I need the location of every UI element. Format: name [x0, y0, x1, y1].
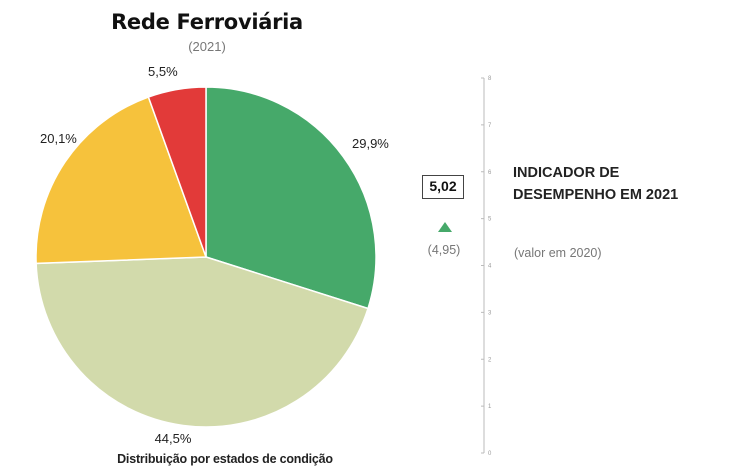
- triangle-up-icon: [438, 222, 452, 232]
- pie-slice: [205, 86, 377, 310]
- slice-label: 5,5%: [148, 64, 178, 79]
- scale-tick-label: 5: [488, 217, 492, 223]
- chart-caption: Distribuição por estados de condição: [117, 452, 333, 466]
- chart-title: Rede Ferroviária: [111, 10, 303, 34]
- slice-label: 44,5%: [155, 431, 192, 446]
- scale-tick-label: 4: [488, 264, 492, 270]
- scale-tick-label: 0: [488, 451, 492, 457]
- scale-tick-label: 1: [488, 404, 492, 410]
- slice-label: 20,1%: [40, 131, 77, 146]
- indicator-title-line1: INDICADOR DE: [513, 165, 620, 181]
- indicator-previous-label: (valor em 2020): [514, 246, 602, 260]
- indicator-title: INDICADOR DE DESEMPENHO EM 2021: [513, 162, 713, 206]
- indicator-title-line2: DESEMPENHO EM 2021: [513, 187, 679, 203]
- pie-slice: [147, 86, 207, 258]
- slice-label: 29,9%: [352, 136, 389, 151]
- scale-tick-label: 6: [488, 170, 492, 176]
- scale-tick-label: 2: [488, 357, 492, 363]
- indicator-scale: 0 1 2 3 4 5 6 7 8: [481, 76, 492, 457]
- chart-subtitle: (2021): [188, 39, 226, 54]
- pie-slice: [35, 96, 208, 265]
- indicator-value: 5,02: [422, 175, 464, 199]
- pie-chart: 29,9% 44,5% 20,1% 5,5%: [35, 64, 389, 446]
- scale-tick-label: 7: [488, 123, 492, 129]
- scale-tick-label: 3: [488, 310, 492, 316]
- pie-slice: [35, 256, 369, 428]
- indicator-previous-value: (4,95): [427, 243, 461, 257]
- scale-tick-label: 8: [488, 76, 492, 82]
